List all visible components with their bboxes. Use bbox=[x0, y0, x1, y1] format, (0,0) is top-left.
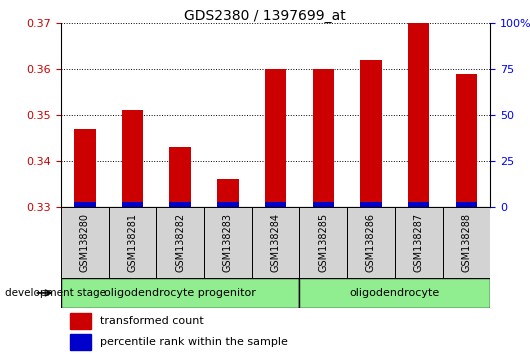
Text: percentile rank within the sample: percentile rank within the sample bbox=[100, 337, 287, 348]
Text: GSM138285: GSM138285 bbox=[319, 213, 328, 272]
Bar bbox=[313, 201, 334, 207]
Text: GSM138287: GSM138287 bbox=[414, 213, 423, 272]
Bar bbox=[69, 313, 91, 329]
Text: transformed count: transformed count bbox=[100, 316, 204, 326]
FancyBboxPatch shape bbox=[61, 278, 299, 308]
Bar bbox=[456, 201, 477, 207]
Bar bbox=[74, 201, 95, 207]
Bar bbox=[265, 201, 286, 207]
Text: GSM138286: GSM138286 bbox=[366, 213, 376, 272]
Text: oligodendrocyte progenitor: oligodendrocyte progenitor bbox=[104, 288, 256, 298]
Bar bbox=[408, 23, 429, 207]
Text: GSM138283: GSM138283 bbox=[223, 213, 233, 272]
FancyBboxPatch shape bbox=[204, 207, 252, 278]
FancyBboxPatch shape bbox=[395, 207, 443, 278]
FancyBboxPatch shape bbox=[347, 207, 395, 278]
Bar bbox=[69, 334, 91, 350]
Text: GSM138282: GSM138282 bbox=[175, 213, 185, 272]
FancyBboxPatch shape bbox=[156, 207, 204, 278]
Bar bbox=[313, 69, 334, 207]
Text: GDS2380 / 1397699_at: GDS2380 / 1397699_at bbox=[184, 9, 346, 23]
Bar bbox=[217, 179, 238, 207]
Bar bbox=[408, 201, 429, 207]
Bar bbox=[265, 69, 286, 207]
FancyBboxPatch shape bbox=[61, 207, 109, 278]
Bar bbox=[122, 110, 143, 207]
Bar bbox=[170, 147, 191, 207]
FancyBboxPatch shape bbox=[252, 207, 299, 278]
Text: GSM138284: GSM138284 bbox=[271, 213, 280, 272]
FancyBboxPatch shape bbox=[109, 207, 156, 278]
Bar bbox=[360, 60, 382, 207]
Text: GSM138281: GSM138281 bbox=[128, 213, 137, 272]
FancyBboxPatch shape bbox=[443, 207, 490, 278]
Bar bbox=[170, 201, 191, 207]
Text: GSM138280: GSM138280 bbox=[80, 213, 90, 272]
FancyBboxPatch shape bbox=[299, 207, 347, 278]
Bar bbox=[456, 74, 477, 207]
Bar bbox=[74, 129, 95, 207]
Bar bbox=[217, 201, 238, 207]
Text: oligodendrocyte: oligodendrocyte bbox=[350, 288, 440, 298]
FancyBboxPatch shape bbox=[299, 278, 490, 308]
Text: GSM138288: GSM138288 bbox=[462, 213, 471, 272]
Bar bbox=[122, 201, 143, 207]
Bar bbox=[360, 201, 382, 207]
Text: development stage: development stage bbox=[5, 288, 107, 298]
